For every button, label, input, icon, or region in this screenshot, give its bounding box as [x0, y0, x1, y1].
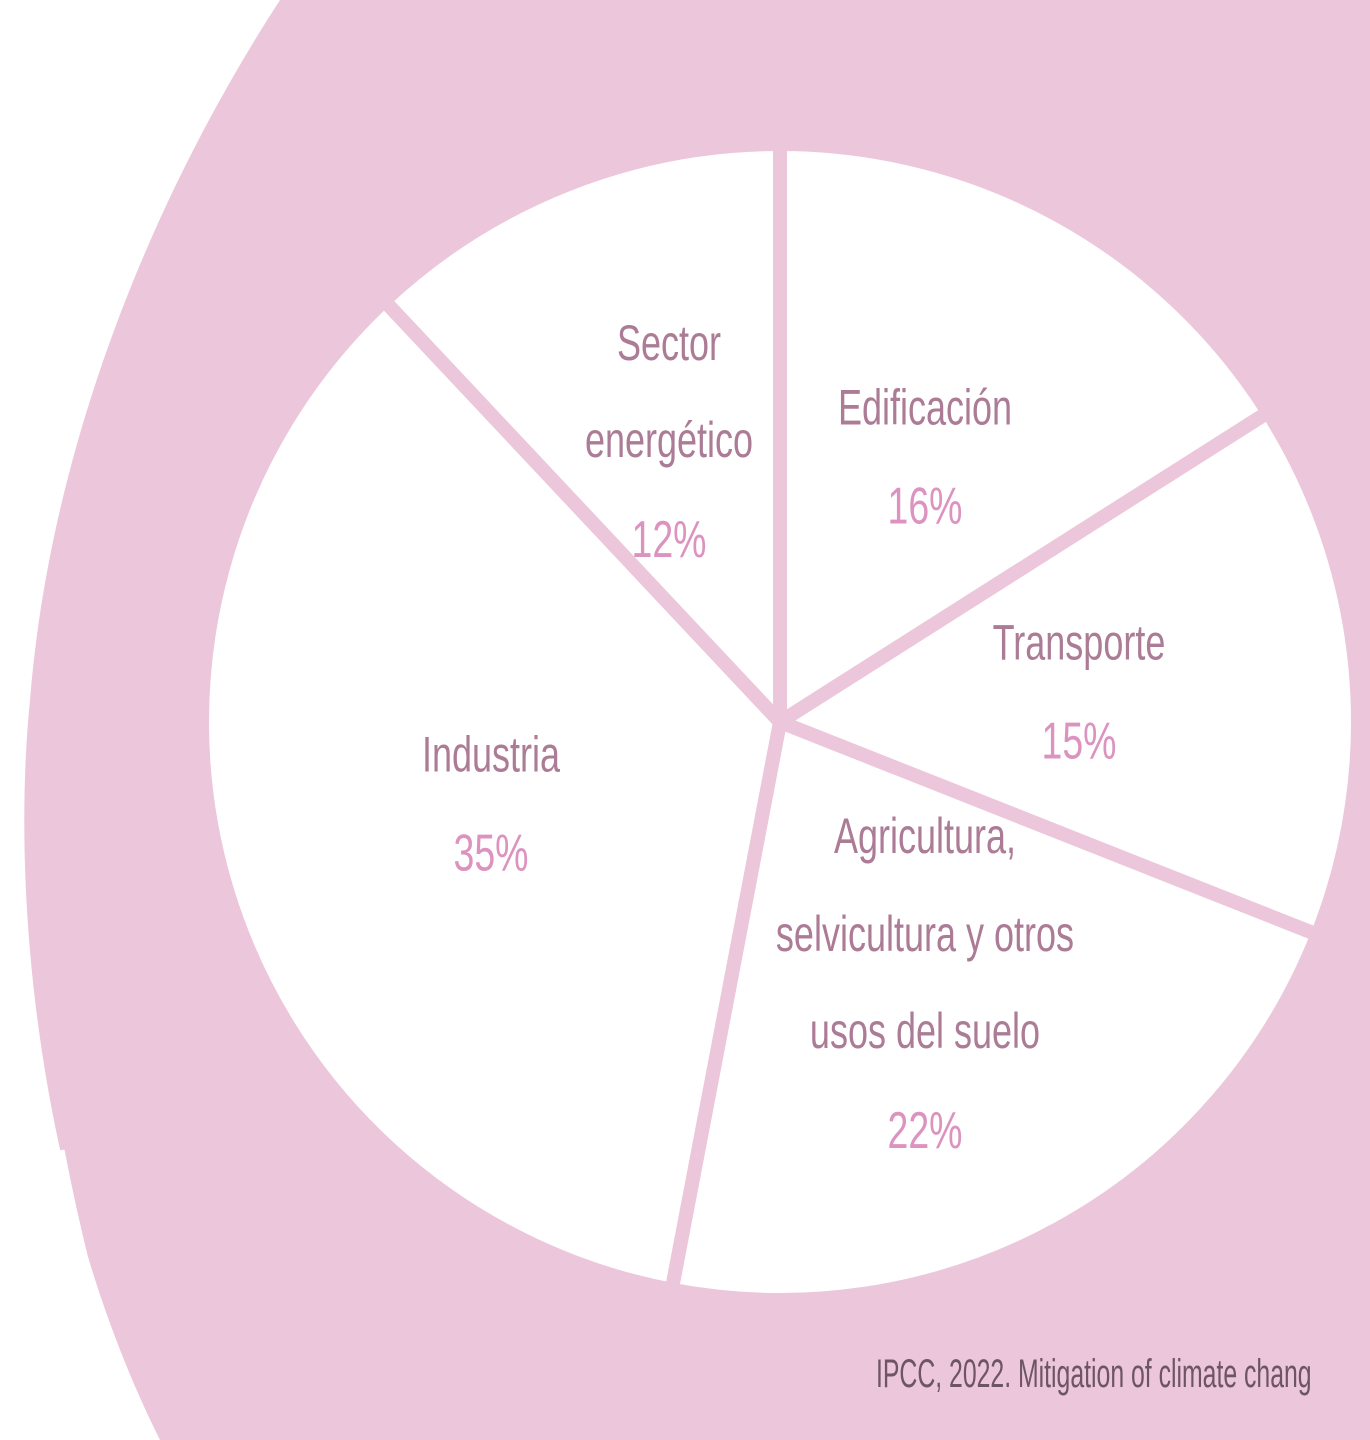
value-label: 35%: [453, 824, 529, 883]
value-label: 22%: [887, 1101, 963, 1160]
source: IPCC, 2022. Mitigation of climate chang: [876, 1352, 1312, 1396]
value-label: 15%: [1041, 712, 1117, 771]
slice-label: Transporte 15%: [986, 594, 1173, 793]
category-label: Industria: [422, 726, 561, 783]
background-stroke: [169, 0, 265, 181]
background-stroke: [59, 1149, 141, 1440]
category-label: Sector energético: [585, 314, 754, 468]
pie-slice: [664, 715, 1325, 1307]
slice-label: Edificación 16%: [831, 359, 1018, 558]
slice-label: Sector energético 12%: [576, 294, 763, 590]
category-label: Agricultura, selvicultura y otros usos d…: [775, 808, 1074, 1060]
pie-slice: [773, 137, 1276, 729]
category-label: Edificación: [837, 379, 1012, 436]
category-label: Transporte: [992, 614, 1166, 671]
pie-slice: [377, 137, 787, 729]
pie-slice: [195, 293, 787, 1297]
slice-label: Industria 35%: [398, 706, 585, 905]
slice-label: Agricultura, selvicultura y otros usos d…: [756, 788, 1094, 1182]
value-label: 16%: [887, 477, 963, 536]
pie-slice: [773, 405, 1365, 942]
value-label: 12%: [631, 510, 707, 569]
